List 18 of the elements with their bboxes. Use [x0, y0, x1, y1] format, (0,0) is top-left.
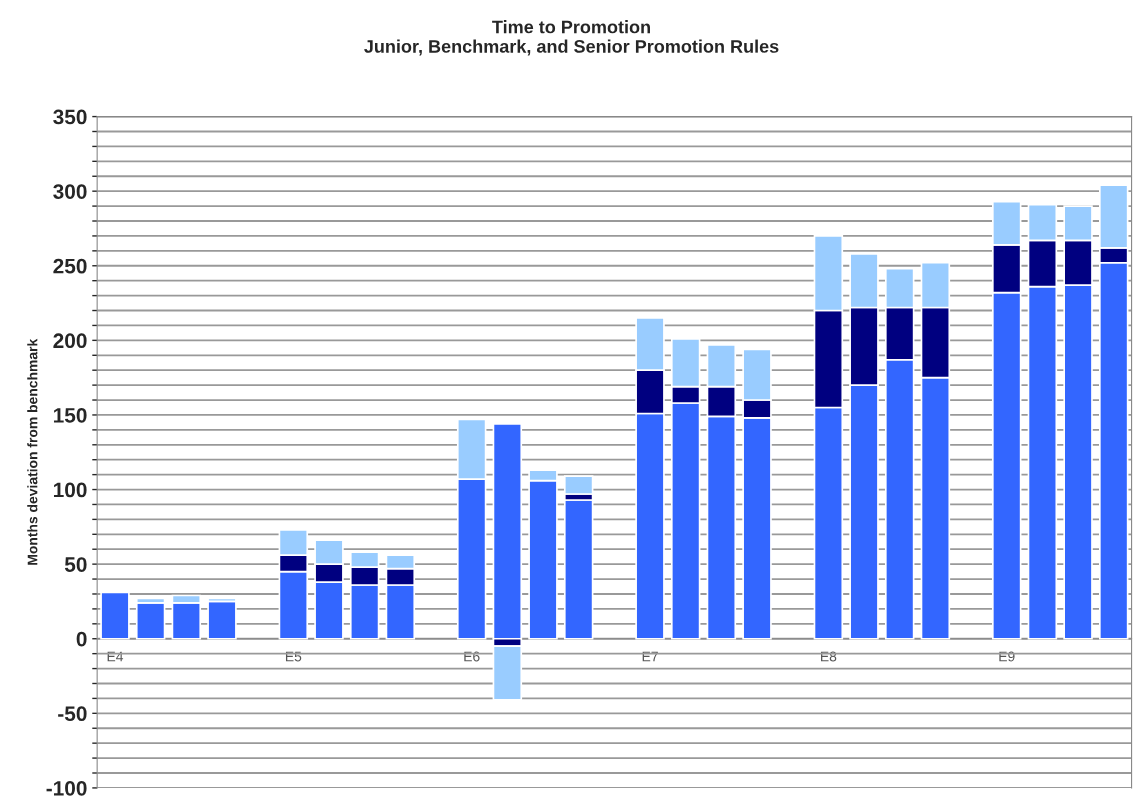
- bar: [100, 591, 130, 640]
- y-tick-label: 250: [53, 258, 87, 274]
- y-tick-label: 350: [53, 109, 87, 125]
- y-tick-label: 50: [64, 557, 87, 572]
- y-tick-label: -100: [46, 780, 87, 796]
- bar: [563, 499, 594, 640]
- x-tick-label: E7: [642, 651, 658, 662]
- x-tick-label: E5: [285, 651, 302, 662]
- y-tick-label: 0: [76, 631, 87, 647]
- y-axis-title: Months deviation from benchmark: [27, 338, 38, 565]
- bar: [207, 600, 237, 640]
- y-tick-label: 100: [53, 482, 87, 498]
- y-tick-label: 200: [53, 333, 87, 349]
- y-tick-label: 300: [53, 184, 87, 199]
- chart-title: Time to Promotion Junior, Benchmark, and Senior Promotion Rules: [364, 20, 779, 56]
- y-tick-label: -50: [58, 706, 87, 722]
- y-tick-label: 150: [53, 407, 87, 423]
- bar: [135, 602, 166, 640]
